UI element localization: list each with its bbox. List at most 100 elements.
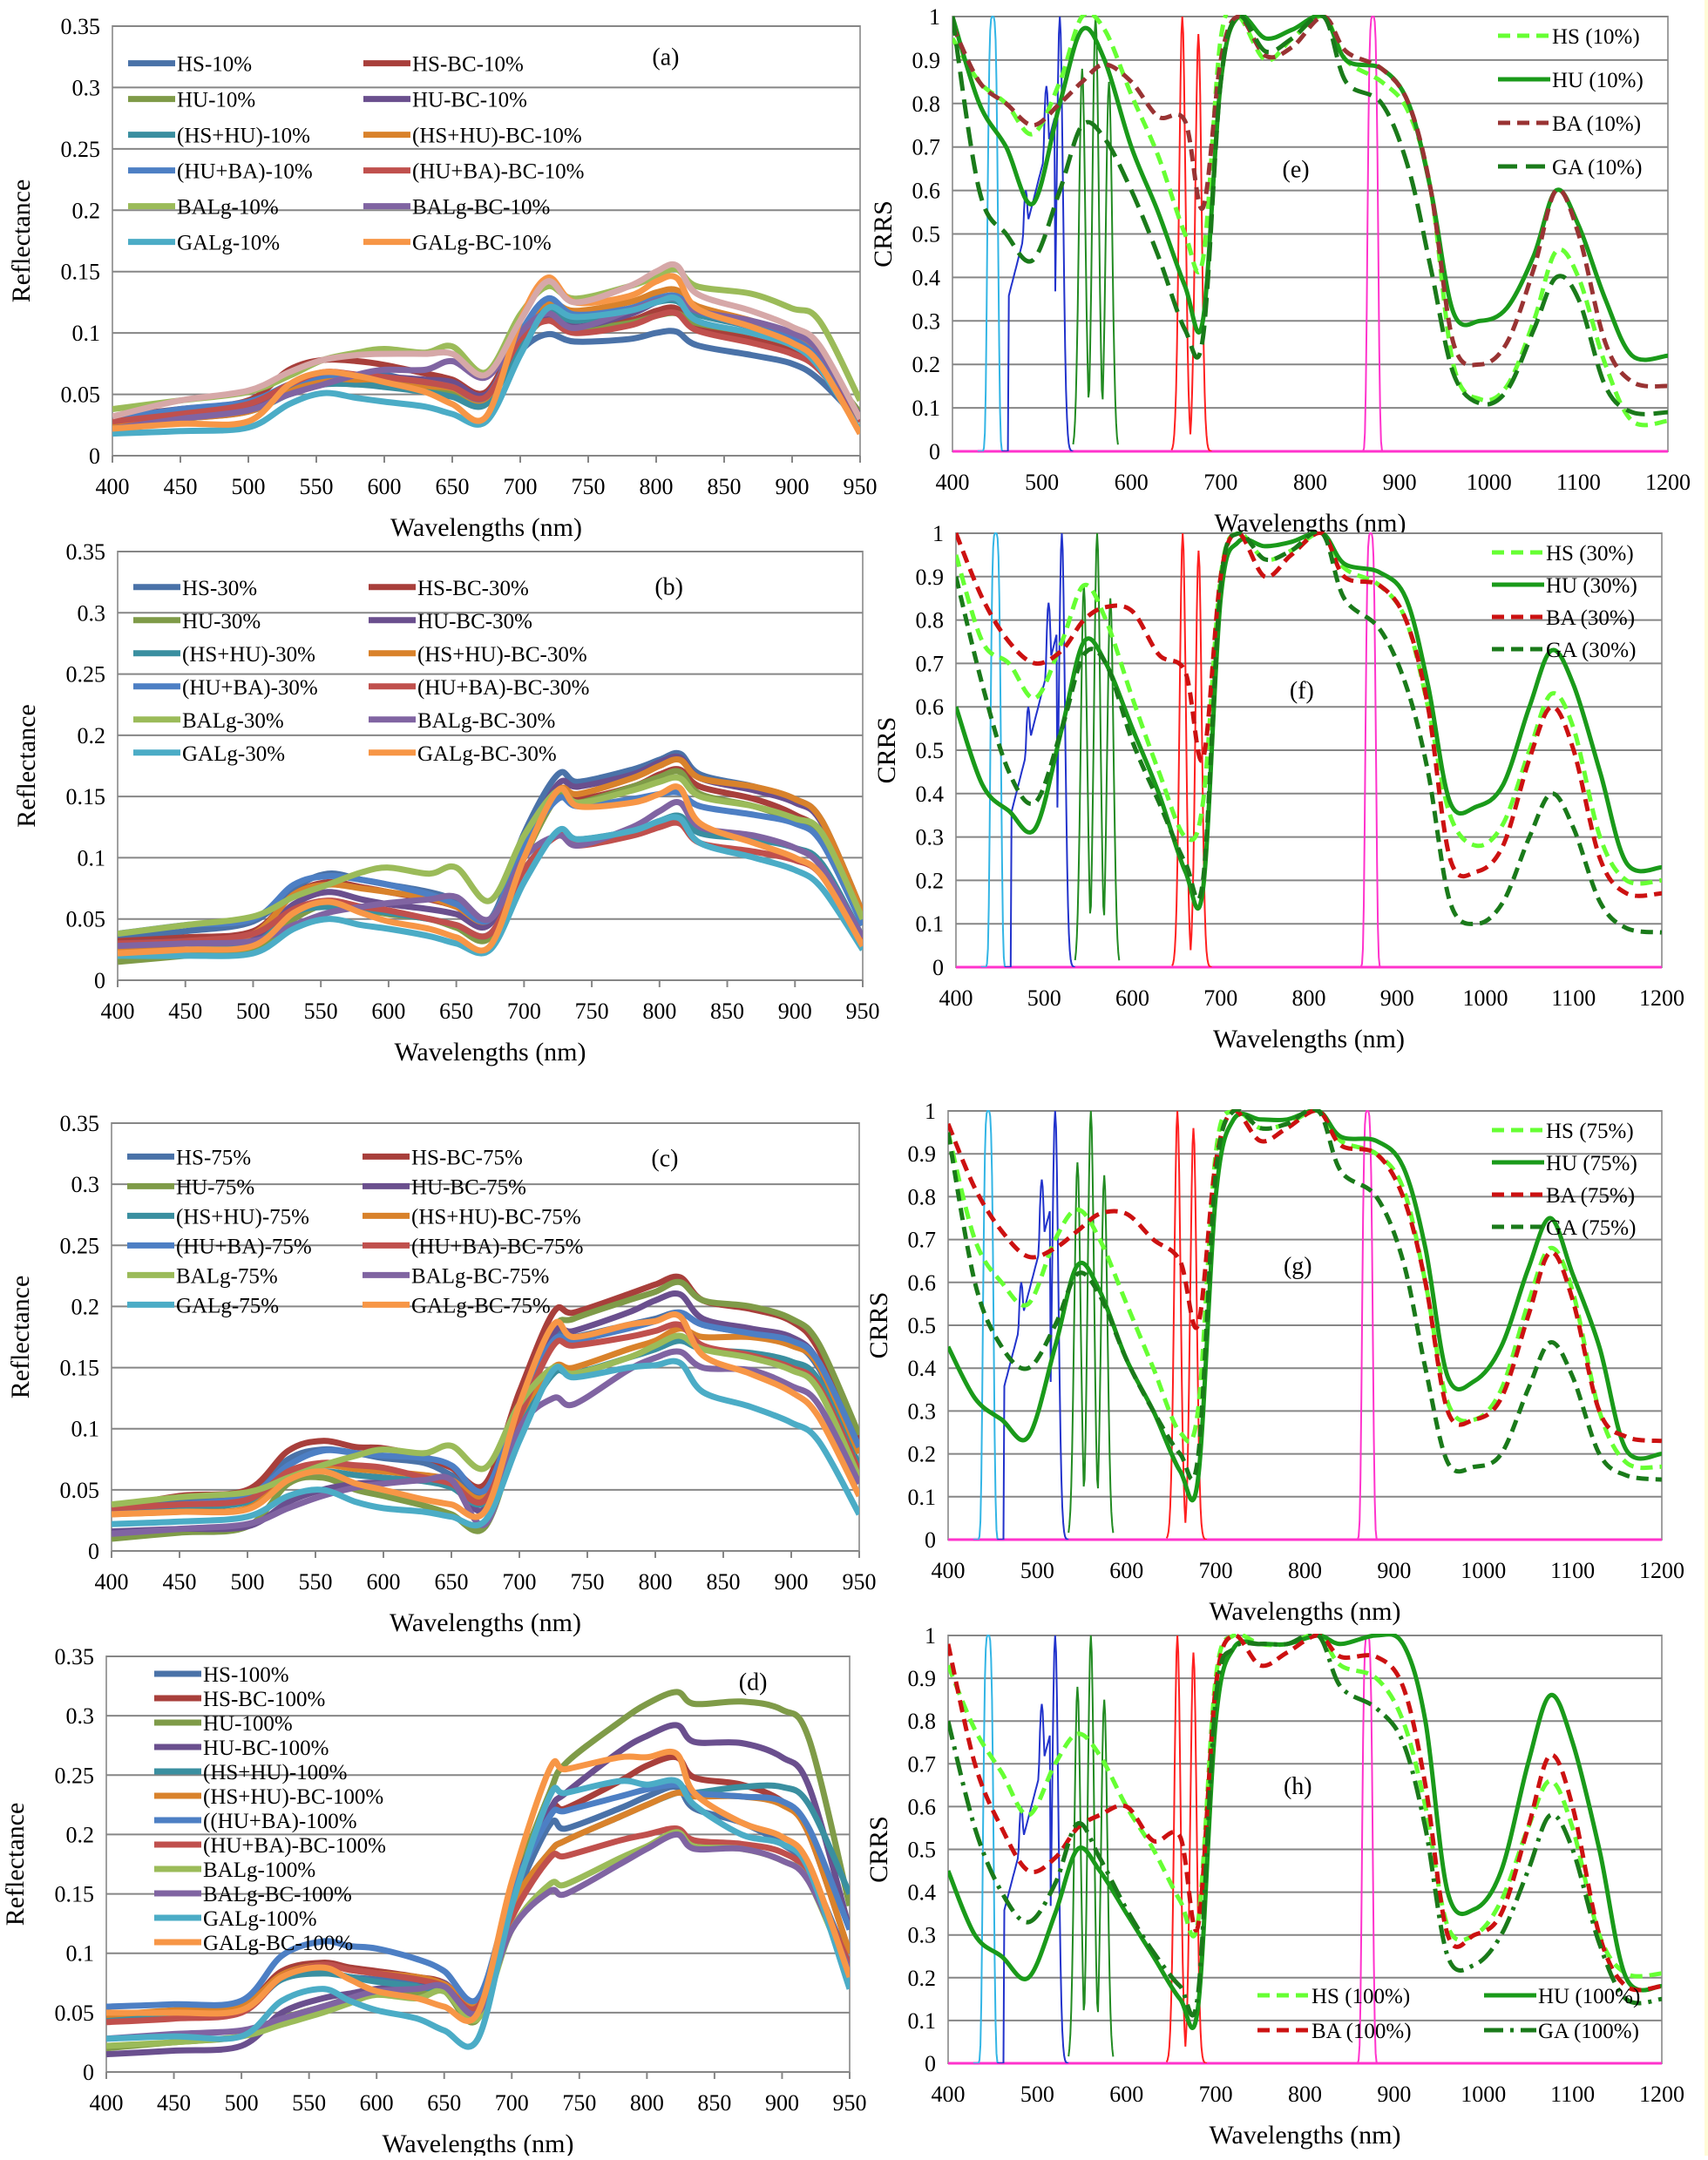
y-tick-label: 0.2 bbox=[66, 1822, 95, 1847]
series-line-hu-30 bbox=[956, 532, 1662, 911]
legend-label: (HU+BA)-BC-30% bbox=[417, 676, 589, 700]
y-tick-label: 0.8 bbox=[916, 608, 945, 633]
band-green bbox=[1068, 1635, 1115, 2057]
legend-label: (HS+HU)-BC-10% bbox=[412, 125, 582, 148]
y-tick-label: 0.25 bbox=[60, 1233, 100, 1258]
legend-label: (HU+BA)-30% bbox=[182, 676, 318, 700]
x-tick-label: 1100 bbox=[1550, 1558, 1595, 1583]
x-tick-label: 750 bbox=[572, 474, 606, 499]
legend-label: GALg-10% bbox=[177, 232, 280, 255]
plot-marks bbox=[948, 1634, 1662, 2063]
legend-label: HS-30% bbox=[182, 577, 257, 600]
legend-label: HS (100%) bbox=[1312, 1985, 1410, 2008]
y-tick-label: 0.35 bbox=[61, 14, 101, 39]
legend-label: HS-BC-75% bbox=[411, 1146, 523, 1169]
x-tick-label: 650 bbox=[436, 474, 470, 499]
y-tick-label: 0.5 bbox=[908, 1838, 937, 1863]
plot-marks bbox=[112, 261, 860, 437]
x-tick-label: 400 bbox=[90, 2090, 124, 2116]
y-tick-label: 0.1 bbox=[66, 1941, 95, 1967]
x-tick-label: 850 bbox=[708, 474, 742, 499]
x-tick-label: 600 bbox=[1115, 470, 1149, 495]
y-tick-label: 0.05 bbox=[61, 383, 101, 408]
series-line-ga-75 bbox=[948, 1109, 1662, 1482]
legend-label: HU (100%) bbox=[1538, 1985, 1640, 2008]
legend-item: HU-75% bbox=[127, 1175, 254, 1199]
y-axis-title: Reflectance bbox=[7, 179, 36, 303]
x-tick-label: 900 bbox=[765, 2090, 799, 2116]
x-tick-label: 400 bbox=[939, 985, 973, 1011]
legend-item: (HS+HU)-100% bbox=[154, 1761, 347, 1784]
y-tick-label: 0.8 bbox=[908, 1709, 937, 1734]
x-tick-label: 1100 bbox=[1551, 985, 1596, 1011]
y-axis-title: CRRS bbox=[872, 717, 901, 784]
chart-panel-a: 0 0.05 0.1 0.15 0.2 0.25 0.3 0.35 400 450 500 550 60… bbox=[7, 14, 878, 542]
legend-label: BALg-10% bbox=[177, 196, 279, 220]
legend-item: GA (100%) bbox=[1484, 2020, 1639, 2043]
legend-label: (HS+HU)-BC-30% bbox=[417, 643, 587, 667]
legend-label: GA (75%) bbox=[1546, 1216, 1636, 1240]
x-tick-label: 550 bbox=[292, 2090, 326, 2116]
y-tick-label: 0.25 bbox=[66, 662, 106, 687]
panel-label: (f) bbox=[1290, 677, 1314, 704]
x-tick-label: 500 bbox=[1027, 985, 1061, 1011]
x-tick-label: 1200 bbox=[1639, 985, 1684, 1011]
legend-label: HU (10%) bbox=[1552, 69, 1644, 92]
legend-item: (HU+BA)-10% bbox=[128, 160, 313, 184]
legend-item: GA (75%) bbox=[1492, 1216, 1636, 1240]
x-tick-label: 500 bbox=[236, 999, 270, 1024]
legend-item: BA (75%) bbox=[1492, 1184, 1635, 1208]
x-tick-label: 950 bbox=[843, 1569, 877, 1595]
legend-label: GA (100%) bbox=[1538, 2020, 1639, 2043]
band-nir bbox=[1358, 15, 1387, 451]
plot-area bbox=[117, 551, 864, 981]
legend-item: HS (30%) bbox=[1492, 542, 1634, 565]
series-line-galg-10 bbox=[112, 295, 860, 437]
x-tick-label: 900 bbox=[775, 1569, 809, 1595]
legend-label: GALg-100% bbox=[203, 1907, 317, 1931]
y-tick-label: 0.3 bbox=[908, 1923, 937, 1948]
legend-label: GALg-BC-10% bbox=[412, 232, 552, 255]
y-tick-label: 0.2 bbox=[72, 198, 101, 223]
y-tick-label: 0.3 bbox=[72, 75, 101, 100]
y-tick-label: 0.6 bbox=[908, 1270, 937, 1296]
y-tick-label: 0.7 bbox=[912, 135, 941, 160]
y-tick-label: 0.2 bbox=[78, 723, 106, 748]
panel-label: (c) bbox=[651, 1145, 678, 1172]
y-tick-label: 0 bbox=[929, 439, 940, 464]
x-tick-label: 900 bbox=[1380, 985, 1414, 1011]
legend-item: BALg-BC-30% bbox=[369, 709, 555, 733]
band-blue bbox=[1001, 16, 1074, 451]
y-tick-label: 0.15 bbox=[55, 1882, 95, 1907]
y-tick-label: 0.9 bbox=[908, 1141, 937, 1167]
y-tick-label: 0.7 bbox=[908, 1751, 937, 1777]
y-axis-title: CRRS bbox=[869, 200, 898, 267]
legend-item: BA (30%) bbox=[1492, 606, 1635, 630]
legend-item: HS (75%) bbox=[1492, 1120, 1634, 1143]
legend-item: HU-BC-100% bbox=[154, 1737, 329, 1760]
x-tick-label: 700 bbox=[503, 1569, 537, 1595]
x-tick-label: 500 bbox=[231, 1569, 265, 1595]
y-tick-label: 0.3 bbox=[78, 600, 106, 626]
x-tick-label: 800 bbox=[1288, 1558, 1322, 1583]
x-tick-label: 400 bbox=[101, 999, 135, 1024]
panel-label: (h) bbox=[1284, 1773, 1312, 1800]
y-tick-label: 0.1 bbox=[72, 321, 101, 346]
chart-panel-e: 0 0.1 0.2 0.3 0.4 0.5 0.6 0.7 0.8 0.9 1 400 500 600 70… bbox=[869, 4, 1691, 538]
panel-label: (b) bbox=[654, 573, 683, 600]
legend-label: (HS+HU)-30% bbox=[182, 643, 315, 667]
legend-item: HU-BC-30% bbox=[369, 610, 532, 633]
series-line-galg-bc-75 bbox=[112, 1311, 859, 1520]
band-blue bbox=[997, 1110, 1069, 1540]
legend-label: GALg-BC-30% bbox=[417, 742, 557, 766]
plot-marks bbox=[112, 1273, 859, 1542]
y-tick-label: 0.1 bbox=[908, 2008, 937, 2034]
series-line-balg-bc-100 bbox=[106, 1831, 850, 2042]
chart-panel-d: 0 0.05 0.1 0.15 0.2 0.25 0.3 0.35 400 450 500 550 60… bbox=[1, 1644, 867, 2158]
x-tick-label: 550 bbox=[300, 474, 334, 499]
y-axis-title: CRRS bbox=[864, 1816, 893, 1883]
x-tick-label: 400 bbox=[936, 470, 970, 495]
series-line-galg-bc-100 bbox=[106, 1748, 850, 2024]
y-tick-label: 0 bbox=[94, 968, 105, 993]
legend-item: HU-BC-75% bbox=[363, 1175, 526, 1199]
